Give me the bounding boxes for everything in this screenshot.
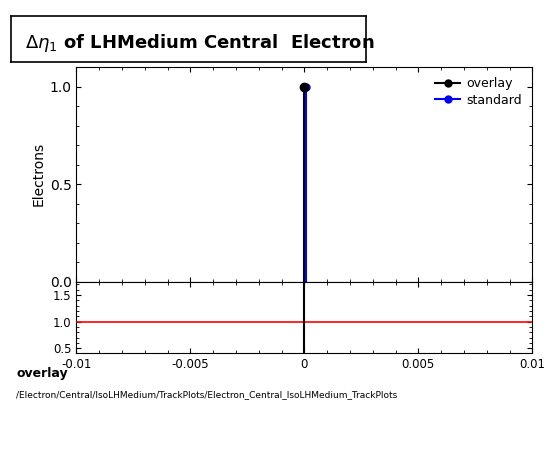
Y-axis label: Electrons: Electrons [32, 142, 45, 207]
Legend: overlay, standard: overlay, standard [432, 73, 526, 110]
Text: /Electron/Central/IsoLHMedium/TrackPlots/Electron_Central_IsoLHMedium_TrackPlots: /Electron/Central/IsoLHMedium/TrackPlots… [16, 390, 397, 399]
Text: overlay: overlay [16, 367, 68, 380]
Text: $\Delta\eta_{1}$ of LHMedium Central  Electron: $\Delta\eta_{1}$ of LHMedium Central Ele… [25, 32, 375, 54]
